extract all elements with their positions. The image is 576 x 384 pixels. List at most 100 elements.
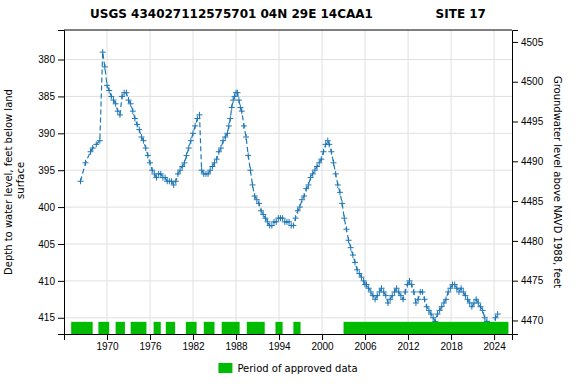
y-tick-label: 400 xyxy=(38,202,55,213)
y2-tick-label: 4505 xyxy=(521,37,544,48)
marker xyxy=(241,123,247,129)
x-tick: 2018 xyxy=(440,334,463,352)
marker xyxy=(181,160,187,166)
grid-line-x xyxy=(365,30,366,334)
x-tick-label: 2012 xyxy=(397,341,420,352)
grid-line-y xyxy=(64,243,512,244)
y-tick-label: 385 xyxy=(38,91,55,102)
marker xyxy=(301,193,307,199)
grid-line-x xyxy=(107,30,108,334)
approved-band xyxy=(344,322,509,334)
approved-band xyxy=(222,322,240,334)
marker xyxy=(325,138,331,144)
approved-band xyxy=(166,322,175,334)
marker xyxy=(422,296,428,302)
approved-band xyxy=(275,322,282,334)
x-tick: 1988 xyxy=(225,334,248,352)
marker xyxy=(409,282,415,288)
y2-tick: 4495 xyxy=(512,116,544,127)
marker xyxy=(90,145,96,151)
y-axis-title: Depth to water level, feet below land su… xyxy=(3,89,26,275)
y2-tick-mark xyxy=(512,42,518,43)
marker xyxy=(128,101,134,107)
plot-root: 1970197619821988199420002006201220182024… xyxy=(3,30,563,352)
markers xyxy=(77,49,500,329)
marker xyxy=(106,88,112,94)
y2-tick-mark xyxy=(512,281,518,282)
y-tick: 380 xyxy=(38,54,64,65)
marker xyxy=(250,182,256,188)
y2-axis-title-line: Groundwater level above NAVD 1988, feet xyxy=(552,76,563,288)
marker xyxy=(93,141,99,147)
y-axis-title-line: Depth to water level, feet below land xyxy=(3,89,14,275)
marker xyxy=(83,160,89,166)
y-tick-mark xyxy=(58,207,64,208)
approved-band xyxy=(186,322,197,334)
grid-line-x xyxy=(494,30,495,334)
marker xyxy=(100,49,106,55)
marker xyxy=(190,130,196,136)
marker xyxy=(243,134,249,140)
series-line xyxy=(80,52,497,326)
chart-title: USGS 434027112575701 04N 29E 14CAA1 SITE… xyxy=(90,7,486,21)
grid-line-y xyxy=(64,170,512,171)
x-tick: 2024 xyxy=(483,334,506,352)
marker xyxy=(237,104,243,110)
marker xyxy=(186,145,192,151)
y-tick-mark xyxy=(58,60,64,61)
y-tick-label: 395 xyxy=(38,165,55,176)
x-tick-mark xyxy=(150,334,151,340)
marker xyxy=(130,108,136,114)
y-tick: 400 xyxy=(38,202,64,213)
marker xyxy=(224,130,230,136)
marker xyxy=(239,108,245,114)
plot-area xyxy=(71,49,508,334)
marker xyxy=(305,182,311,188)
marker xyxy=(348,245,354,251)
marker xyxy=(232,93,238,99)
x-tick: 1994 xyxy=(268,334,291,352)
x-tick-label: 1970 xyxy=(96,341,119,352)
y2-tick-label: 4500 xyxy=(521,76,544,87)
x-tick-label: 1982 xyxy=(182,341,205,352)
x-tick: 2006 xyxy=(354,334,377,352)
y-tick-label: 380 xyxy=(38,54,55,65)
y-tick-mark xyxy=(58,170,64,171)
y-tick-mark xyxy=(58,96,64,97)
marker xyxy=(184,152,190,158)
y2-tick-mark xyxy=(512,161,518,162)
y2-tick-mark xyxy=(512,122,518,123)
approved-band xyxy=(204,322,215,334)
y2-tick: 4470 xyxy=(512,315,544,326)
marker xyxy=(419,289,425,295)
chart-container: 1970197619821988199420002006201220182024… xyxy=(0,0,576,384)
x-tick: 1970 xyxy=(96,334,119,352)
x-tick-label: 2018 xyxy=(440,341,463,352)
marker xyxy=(361,278,367,284)
y-tick: 395 xyxy=(38,165,64,176)
approved-band xyxy=(247,322,265,334)
y-tick-mark xyxy=(58,244,64,245)
grid-line-y xyxy=(64,96,512,97)
marker xyxy=(123,90,129,96)
plot-frame-top xyxy=(64,30,512,31)
grid xyxy=(64,30,512,334)
y-tick-label: 415 xyxy=(38,312,55,323)
y2-tick-mark xyxy=(512,82,518,83)
x-axis-line xyxy=(65,335,513,341)
grid-line-y xyxy=(64,207,512,208)
y2-tick: 4475 xyxy=(512,275,544,286)
marker xyxy=(328,149,334,155)
x-tick: 2000 xyxy=(311,334,334,352)
x-tick-mark xyxy=(279,334,280,340)
y2-tick-mark xyxy=(512,201,518,202)
legend-swatch xyxy=(218,363,232,373)
marker xyxy=(443,296,449,302)
y2-tick-label: 4480 xyxy=(521,236,544,247)
y-tick-label: 410 xyxy=(38,276,55,287)
x-tick-label: 1994 xyxy=(268,341,291,352)
marker xyxy=(400,296,406,302)
x-tick-mark xyxy=(494,334,495,340)
y-axis: 380385390395400405410415 xyxy=(38,31,64,335)
marker xyxy=(247,167,253,173)
